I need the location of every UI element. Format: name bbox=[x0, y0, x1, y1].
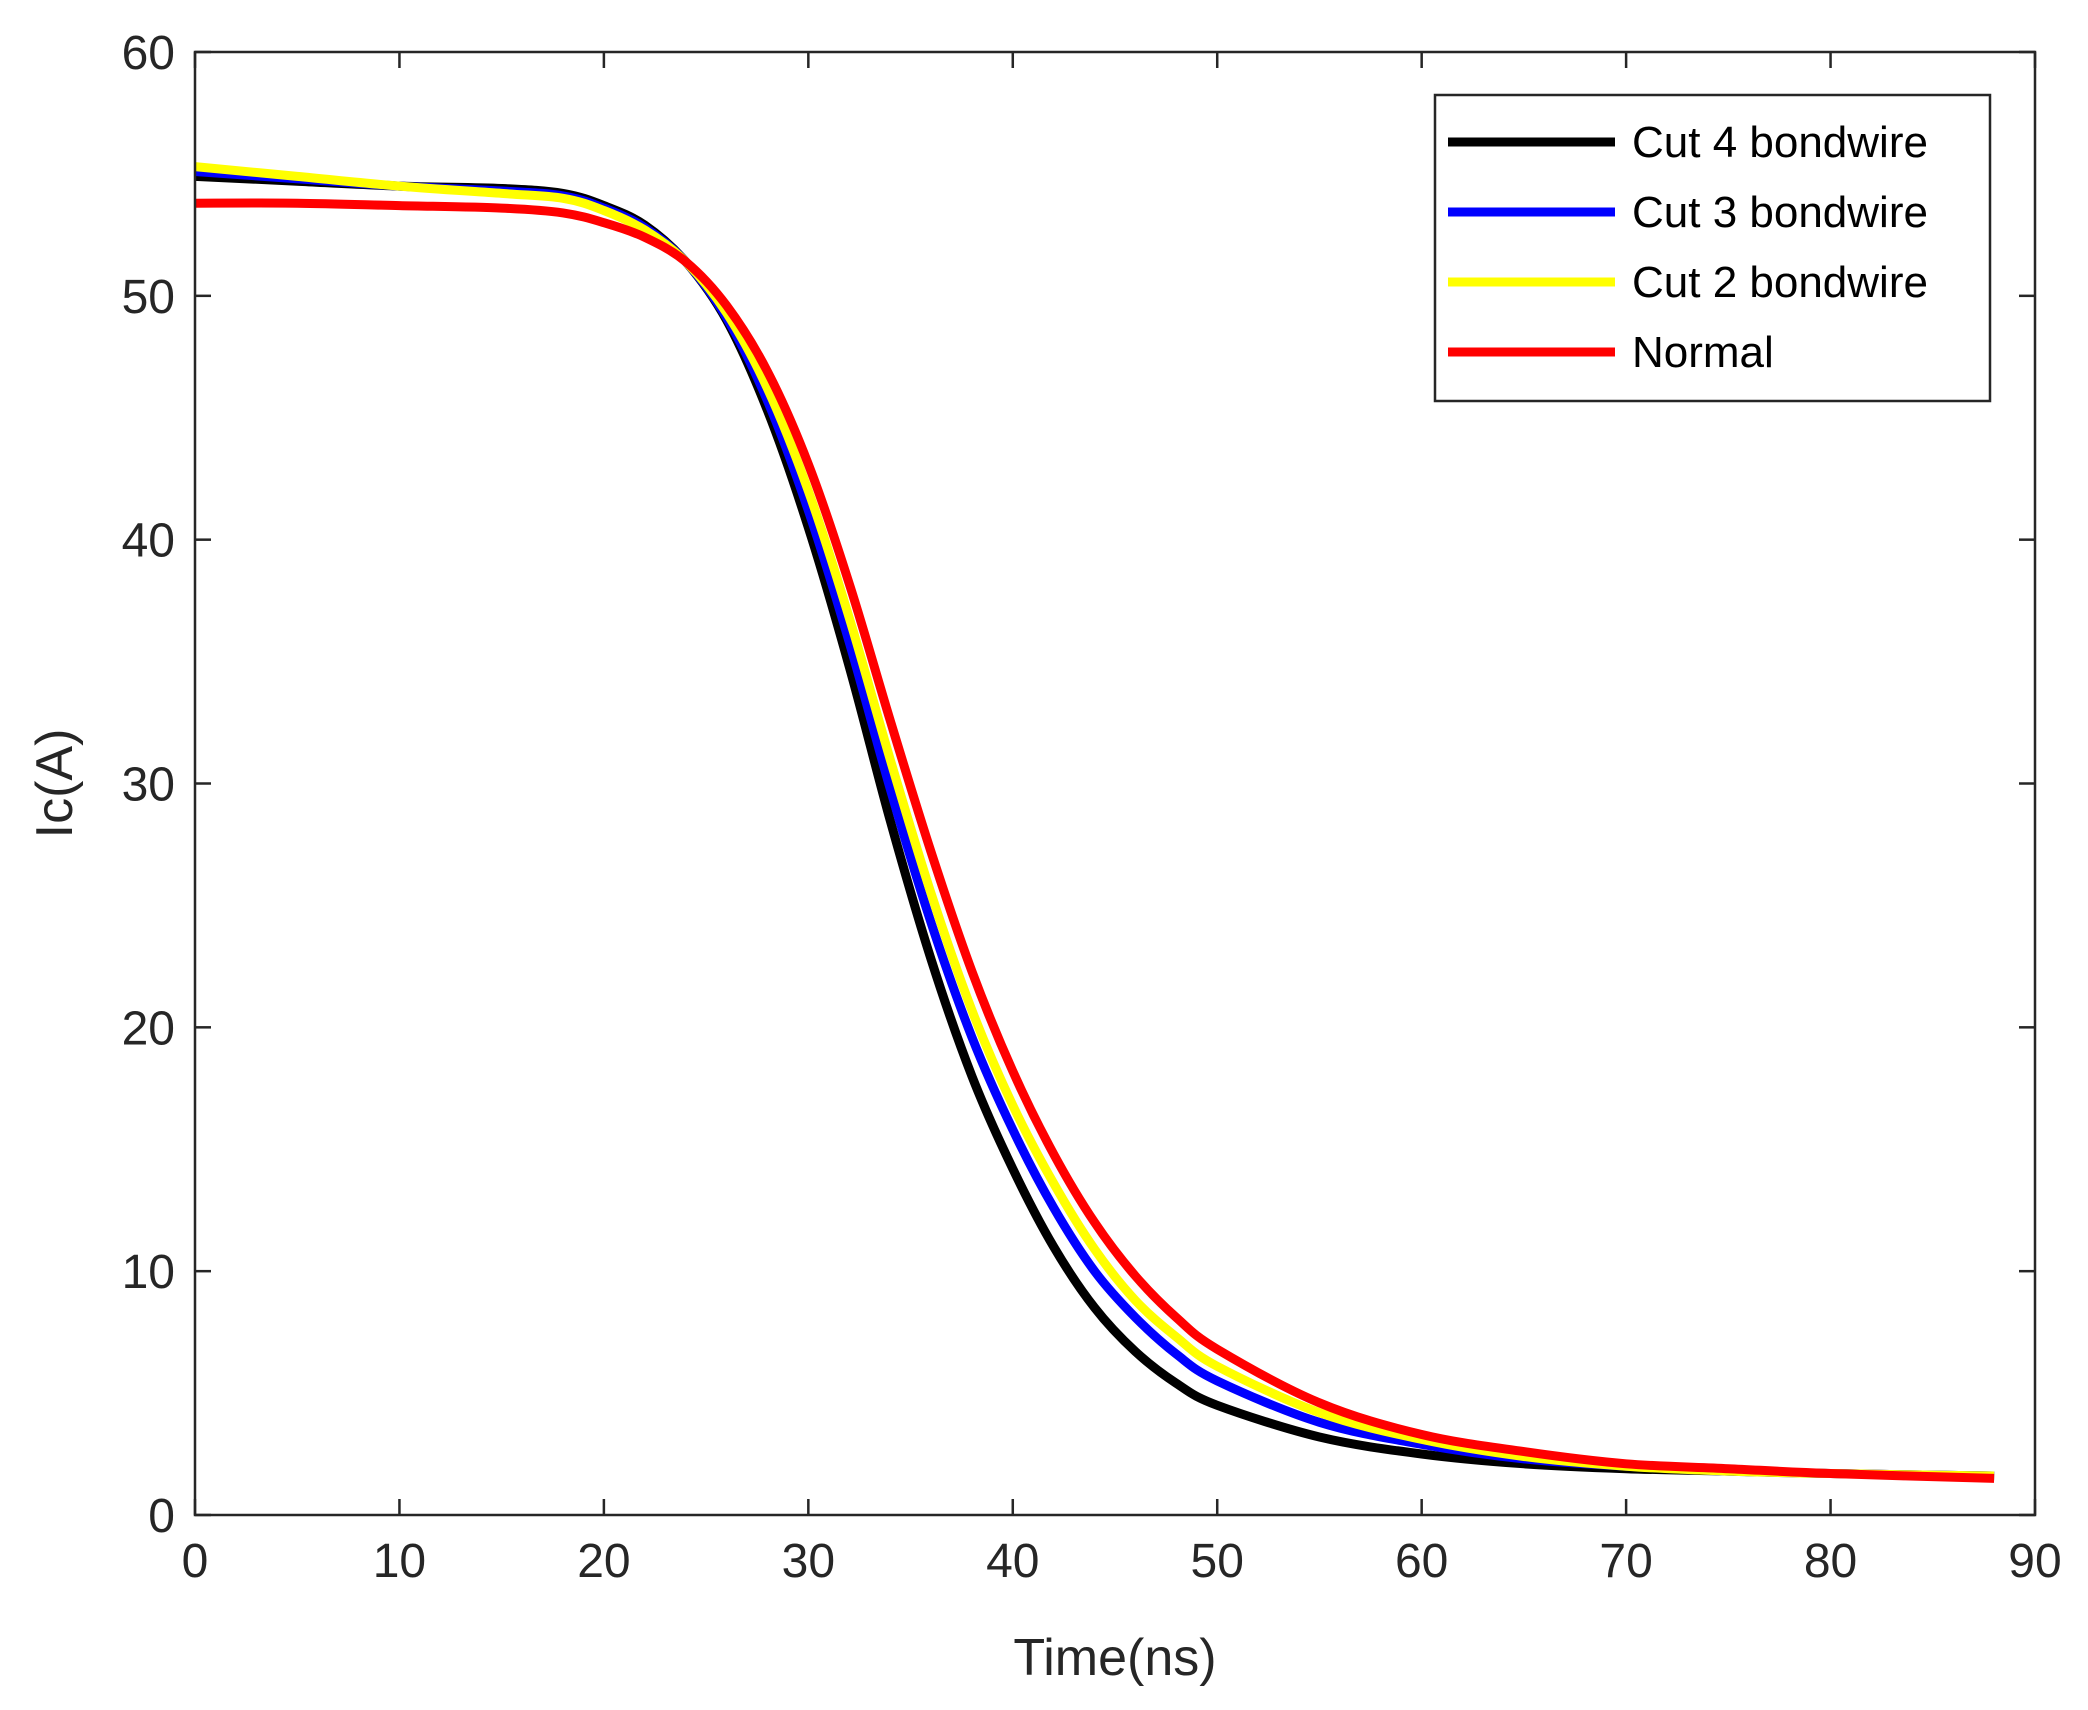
x-tick-label: 0 bbox=[182, 1535, 209, 1588]
legend-label-normal: Normal bbox=[1632, 328, 1774, 377]
x-tick-label: 80 bbox=[1804, 1535, 1857, 1588]
ticks-layer: 0 10 20 30 40 50 60 70 80 90 0 10 20 30 40 50 60 bbox=[122, 27, 2062, 1588]
x-tick-label: 90 bbox=[2008, 1535, 2061, 1588]
series-line-cut-2-bondwire bbox=[194, 162, 1995, 1481]
x-tick-label: 70 bbox=[1599, 1535, 1652, 1588]
y-tick-label: 10 bbox=[122, 1246, 175, 1299]
y-axis-label: Ic(A) bbox=[26, 729, 84, 839]
series-layer bbox=[194, 162, 1995, 1483]
y-tick-label: 0 bbox=[148, 1490, 175, 1543]
y-tick-label: 20 bbox=[122, 1002, 175, 1055]
legend-label-cut-2-bondwire: Cut 2 bondwire bbox=[1632, 258, 1928, 307]
x-axis-label: Time(ns) bbox=[1013, 1629, 1216, 1687]
series-line-normal bbox=[194, 198, 1995, 1483]
x-tick-label: 50 bbox=[1191, 1535, 1244, 1588]
x-tick-label: 10 bbox=[373, 1535, 426, 1588]
y-tick-label: 50 bbox=[122, 271, 175, 324]
y-tick-label: 30 bbox=[122, 759, 175, 812]
x-tick-label: 60 bbox=[1395, 1535, 1448, 1588]
legend-label-cut-4-bondwire: Cut 4 bondwire bbox=[1632, 118, 1928, 167]
x-tick-label: 30 bbox=[782, 1535, 835, 1588]
legend-label-cut-3-bondwire: Cut 3 bondwire bbox=[1632, 188, 1928, 237]
y-tick-label: 60 bbox=[122, 27, 175, 80]
x-tick-label: 40 bbox=[986, 1535, 1039, 1588]
x-tick-label: 20 bbox=[577, 1535, 630, 1588]
y-tick-label: 40 bbox=[122, 515, 175, 568]
legend: Cut 4 bondwire Cut 3 bondwire Cut 2 bondwi… bbox=[1433, 93, 1992, 403]
